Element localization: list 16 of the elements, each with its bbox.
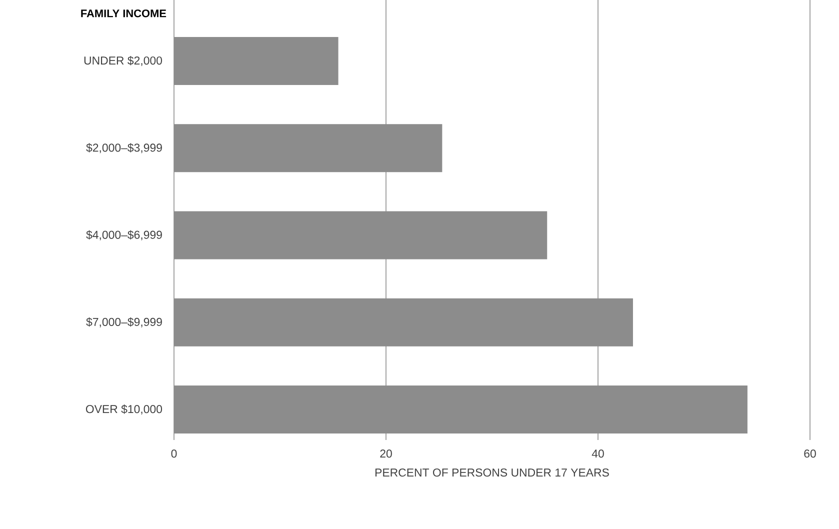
y-tick-label: UNDER $2,000 bbox=[84, 56, 162, 66]
y-tick-label: $4,000–$6,999 bbox=[86, 230, 162, 240]
x-tick-label: 60 bbox=[804, 450, 816, 458]
bar bbox=[174, 36, 338, 85]
x-tick-label: 40 bbox=[592, 450, 604, 458]
bar bbox=[174, 386, 748, 434]
y-tick-label: $2,000–$3,999 bbox=[86, 143, 162, 154]
x-tick-label: 0 bbox=[171, 450, 177, 458]
x-axis-title: PERCENT OF PERSONS UNDER 17 YEARS bbox=[375, 468, 609, 477]
x-tick-label: 20 bbox=[380, 450, 392, 458]
y-axis-title: FAMILY INCOME bbox=[81, 10, 166, 18]
bar bbox=[174, 298, 633, 346]
y-tick-label: OVER $10,000 bbox=[86, 404, 162, 414]
bar bbox=[174, 211, 548, 260]
y-tick-label: $7,000–$9,999 bbox=[86, 317, 162, 328]
bar bbox=[174, 124, 442, 172]
